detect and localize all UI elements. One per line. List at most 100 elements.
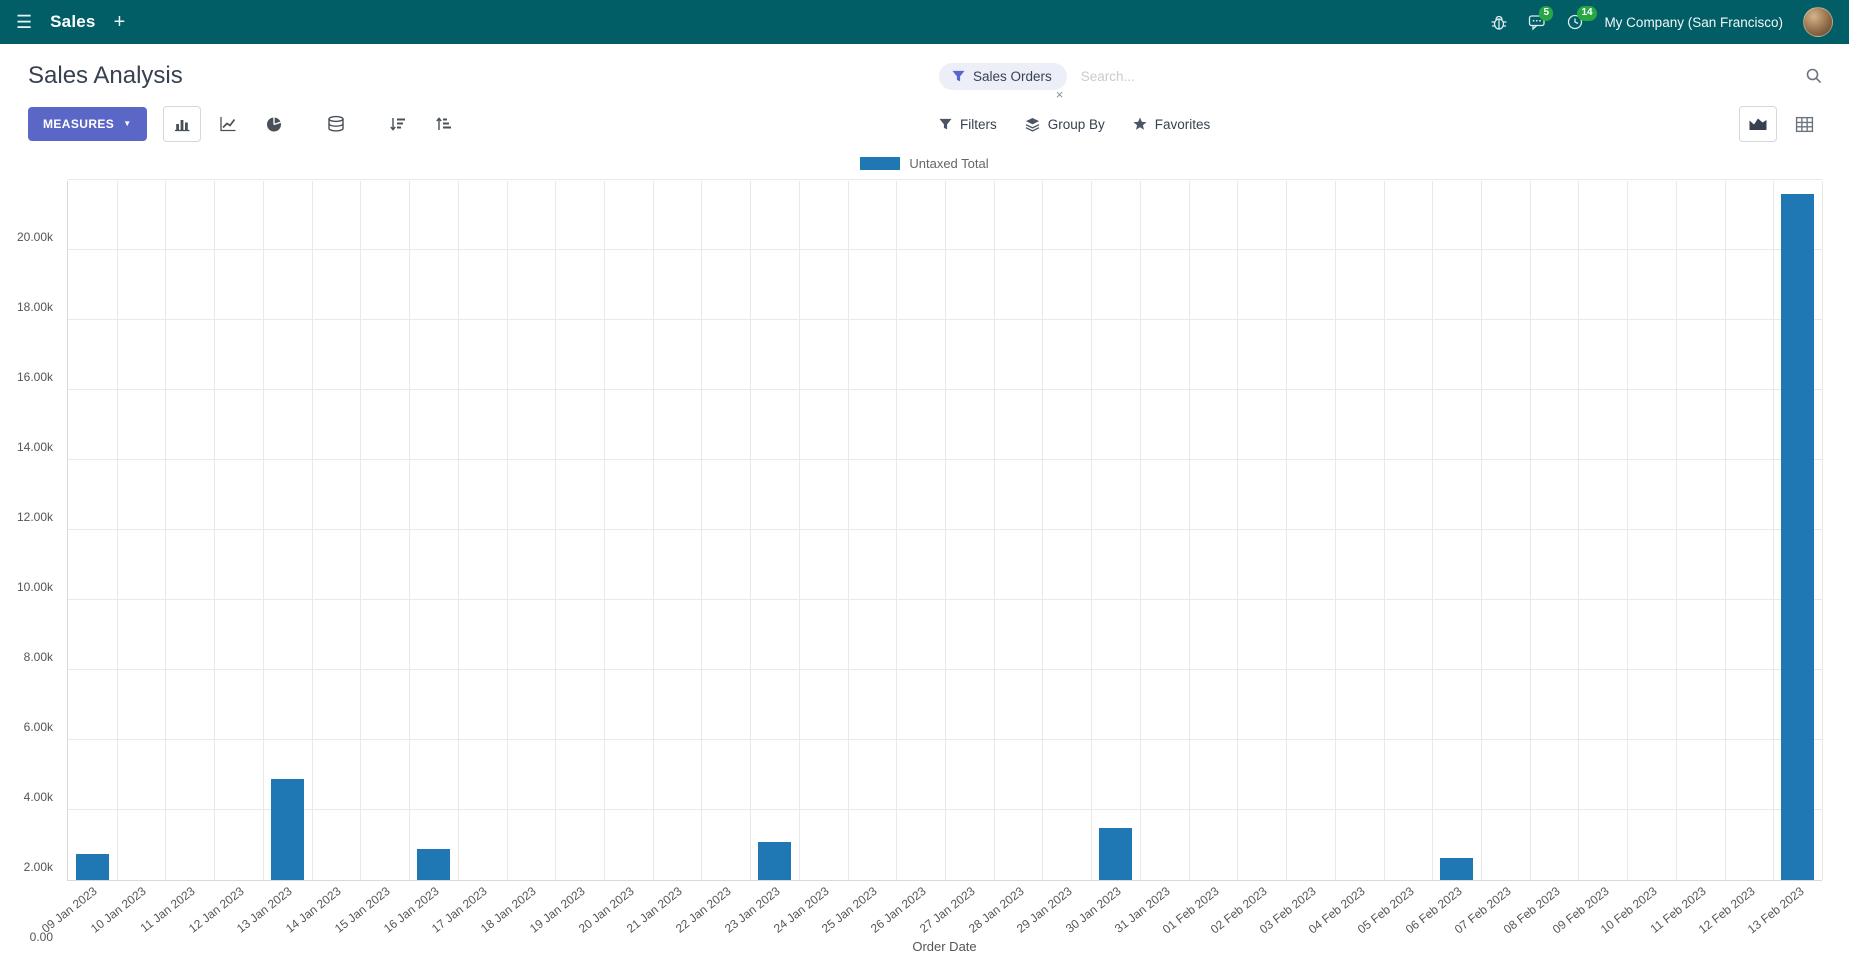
gridline-vertical	[1773, 181, 1775, 880]
gridline-vertical	[1822, 181, 1823, 880]
x-axis-labels: 09 Jan 2023 10 Jan 2023 11 Jan 2023 12 Jan …	[39, 881, 1822, 937]
gridline-vertical	[116, 181, 118, 880]
gridline-vertical	[798, 181, 800, 880]
gridline-vertical	[603, 181, 605, 880]
gridline-vertical	[1627, 181, 1629, 880]
gridline-vertical	[750, 181, 752, 880]
pie-chart-icon	[266, 117, 281, 132]
control-panel: Sales Analysis Sales Orders × Search... …	[0, 44, 1849, 150]
pie-chart-button[interactable]	[255, 106, 293, 142]
sort-descending-icon	[389, 118, 405, 131]
stacked-toggle-button[interactable]	[317, 106, 355, 142]
gridline-vertical	[214, 181, 216, 880]
chat-bubble-icon	[1529, 15, 1546, 31]
gridline-vertical	[652, 181, 654, 880]
bar[interactable]	[416, 848, 450, 880]
bar[interactable]	[75, 853, 109, 880]
measures-label: MEASURES	[43, 117, 115, 131]
bar[interactable]	[757, 842, 792, 880]
y-tick-label: 4.00k	[23, 790, 53, 804]
y-tick-label: 6.00k	[23, 720, 53, 734]
line-chart-button[interactable]	[209, 106, 247, 142]
gridline-vertical	[311, 181, 313, 880]
gridline-vertical	[457, 181, 459, 880]
bug-icon	[1491, 15, 1507, 30]
gridline-vertical	[1432, 181, 1434, 880]
legend-swatch	[860, 157, 901, 170]
y-tick-label: 8.00k	[23, 650, 53, 664]
sort-descending-button[interactable]	[379, 106, 417, 142]
gridline-vertical	[993, 181, 995, 880]
gridline-vertical	[360, 181, 362, 880]
app-name[interactable]: Sales	[50, 12, 96, 31]
gridline-vertical	[262, 181, 264, 880]
favorites-star-icon	[1133, 117, 1147, 130]
search-facet[interactable]: Sales Orders ×	[939, 62, 1067, 101]
gridline-vertical	[896, 181, 898, 880]
y-tick-label: 14.00k	[16, 440, 53, 454]
company-switcher[interactable]: My Company (San Francisco)	[1604, 14, 1783, 30]
gridline-vertical	[506, 181, 508, 880]
pivot-view-button[interactable]	[1785, 106, 1823, 142]
gridline-vertical	[1042, 181, 1044, 880]
y-tick-label: 10.00k	[16, 580, 53, 594]
plot	[67, 179, 1823, 881]
bar[interactable]	[270, 778, 304, 880]
apps-menu-icon[interactable]: ☰	[16, 11, 33, 32]
legend-label: Untaxed Total	[909, 156, 989, 171]
y-tick-label: 12.00k	[16, 510, 53, 524]
filters-label: Filters	[960, 116, 997, 132]
user-avatar[interactable]	[1803, 7, 1833, 37]
search-bar[interactable]: Sales Orders × Search...	[939, 58, 1823, 101]
gridline-vertical	[1480, 181, 1482, 880]
gridline-vertical	[847, 181, 849, 880]
facet-label: Sales Orders	[973, 68, 1052, 84]
chart-legend[interactable]: Untaxed Total	[0, 156, 1849, 171]
clock-icon	[1568, 14, 1583, 30]
group-by-button[interactable]: Group By	[1025, 117, 1105, 132]
caret-down-icon: ▼	[123, 119, 132, 128]
filters-button[interactable]: Filters	[939, 117, 997, 132]
activities-badge: 14	[1577, 6, 1597, 21]
debug-bug-icon[interactable]	[1490, 13, 1508, 31]
x-axis-title: Order Date	[912, 939, 977, 954]
gridline-vertical	[1334, 181, 1336, 880]
search-icon[interactable]	[1805, 67, 1823, 85]
favorites-button[interactable]: Favorites	[1133, 117, 1210, 132]
stacked-icon	[327, 115, 344, 132]
y-tick-label: 20.00k	[16, 230, 53, 244]
y-tick-label: 16.00k	[16, 370, 53, 384]
facet-remove-icon[interactable]: ×	[1055, 86, 1064, 102]
gridline-vertical	[555, 181, 557, 880]
search-placeholder: Search...	[1080, 68, 1135, 84]
graph-view-button[interactable]	[1739, 106, 1777, 142]
bar-chart-button[interactable]	[162, 106, 201, 142]
activities-icon[interactable]: 14	[1566, 6, 1597, 31]
messages-icon[interactable]: 5	[1528, 6, 1553, 31]
bar[interactable]	[1781, 194, 1815, 880]
search-options: Filters Group By Favorites	[939, 106, 1823, 142]
bar[interactable]	[1098, 827, 1133, 880]
messages-badge: 5	[1539, 6, 1553, 21]
graph-toolbar: MEASURES ▼	[28, 106, 939, 142]
sort-ascending-button[interactable]	[425, 106, 463, 142]
pivot-view-icon	[1795, 116, 1813, 132]
group-by-label: Group By	[1047, 116, 1105, 132]
gridline-vertical	[1091, 181, 1093, 880]
top-navbar: ☰ Sales + 5 14	[0, 0, 1849, 44]
measures-button[interactable]: MEASURES ▼	[28, 107, 147, 141]
plus-icon[interactable]: +	[113, 10, 126, 33]
bar[interactable]	[1440, 858, 1474, 880]
gridline-vertical	[701, 181, 703, 880]
y-axis: 0.00 2.00k 4.00k 6.00k 8.00k 10.00k 12.00k 14.0…	[3, 181, 61, 944]
gridline-vertical	[1724, 181, 1726, 880]
view-switcher	[1739, 106, 1823, 142]
gridline-vertical	[1383, 181, 1385, 880]
gridline-vertical	[945, 181, 946, 880]
gridline-vertical	[1286, 181, 1288, 880]
y-tick-label: 0.00	[29, 930, 53, 944]
gridline-vertical	[1139, 181, 1141, 880]
group-by-icon	[1025, 117, 1040, 132]
graph-view-icon	[1749, 118, 1767, 130]
page-title: Sales Analysis	[28, 62, 183, 89]
